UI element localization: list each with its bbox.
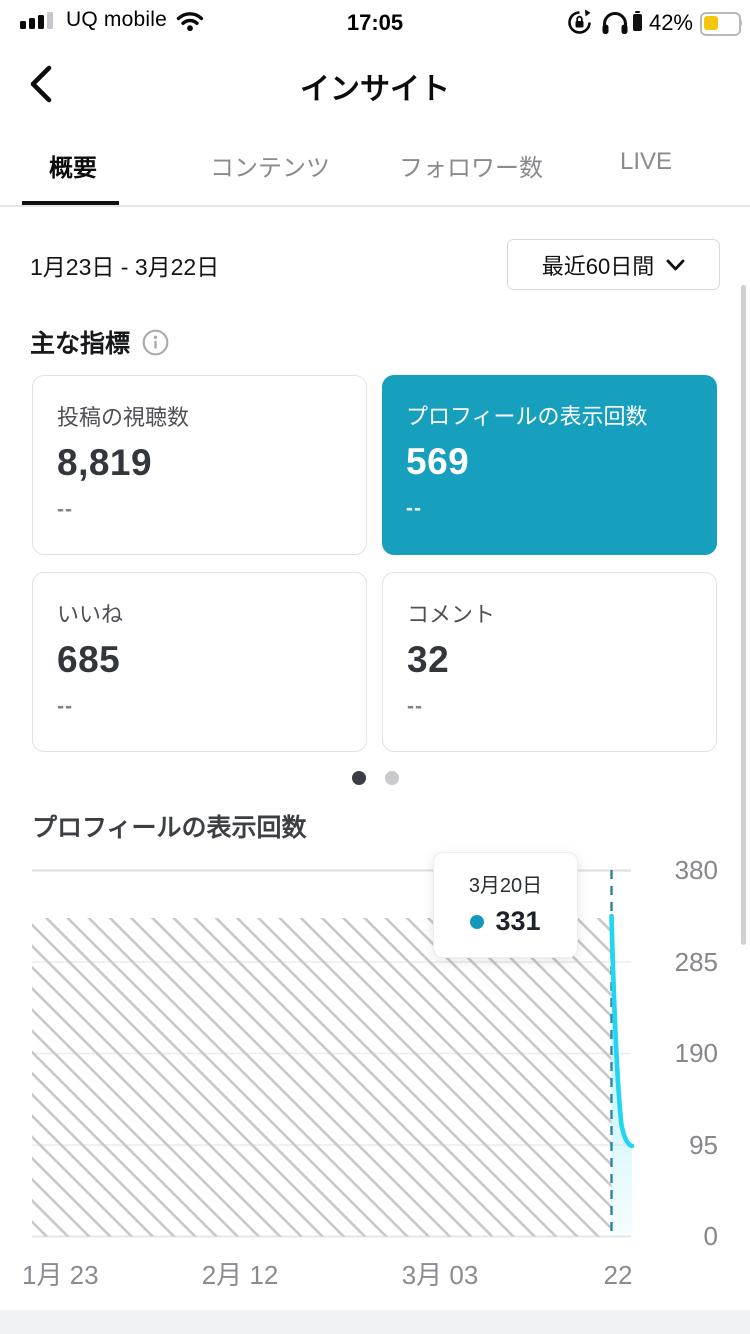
profile-views-chart[interactable]: 380 285 190 95 0 1月 23 2月 12 3月 03 22 (0, 855, 750, 1295)
status-bar: UQ mobile 17:05 42% (0, 0, 750, 44)
metric-label: コメント (407, 602, 496, 627)
metric-delta: -- (57, 695, 73, 718)
tooltip-date: 3月20日 (468, 875, 543, 897)
back-button[interactable] (28, 64, 58, 104)
metric-label: プロフィールの表示回数 (406, 404, 648, 429)
chevron-left-icon (30, 65, 52, 103)
next-section-edge (0, 1310, 750, 1334)
series-area-fill (611, 916, 632, 1236)
carousel-pagination (0, 771, 750, 785)
y-tick-label: 380 (675, 855, 718, 885)
nav-bar: インサイト (0, 50, 750, 116)
x-tick-label: 2月 12 (202, 1260, 279, 1290)
pagination-dot-inactive[interactable] (384, 771, 399, 785)
date-range-selector-label: 最近60日間 (541, 253, 655, 279)
metric-card-likes[interactable]: いいね 685 -- (32, 572, 367, 752)
info-icon[interactable] (142, 329, 169, 356)
tab-bar: 概要 コンテンツ フォロワー数 LIVE (0, 138, 750, 208)
metric-card-post-views[interactable]: 投稿の視聴数 8,819 -- (32, 375, 367, 555)
y-tick-label: 285 (675, 947, 718, 977)
y-tick-label: 190 (675, 1038, 718, 1068)
metric-delta: -- (407, 695, 423, 718)
metric-value: 32 (407, 639, 450, 680)
series-dot-icon (470, 914, 485, 929)
metric-value: 8,819 (57, 442, 153, 483)
metric-card-profile-views[interactable]: プロフィールの表示回数 569 -- (382, 375, 717, 555)
scrollbar[interactable] (741, 285, 746, 945)
carrier-label: UQ mobile (66, 8, 167, 31)
chart-tooltip: 3月20日 331 (433, 852, 578, 958)
signal-icon (20, 12, 53, 29)
x-tick-label: 3月 03 (402, 1260, 479, 1290)
metric-delta: -- (406, 497, 422, 520)
key-metrics-header: 主な指標 (30, 324, 169, 360)
x-tick-label: 22 (604, 1260, 633, 1290)
metric-value: 685 (57, 639, 121, 680)
tab-overview[interactable]: 概要 (49, 155, 97, 182)
clock: 17:05 (346, 10, 404, 35)
chevron-down-icon (666, 259, 685, 270)
chart-title: プロフィールの表示回数 (32, 814, 307, 842)
date-range-label: 1月23日 - 3月22日 (30, 254, 220, 280)
headphones-battery-icon (632, 11, 642, 31)
wifi-icon (176, 11, 204, 31)
series-line (609, 913, 635, 1149)
page-title: インサイト (300, 73, 450, 106)
metric-card-comments[interactable]: コメント 32 -- (382, 572, 717, 752)
date-range-selector[interactable]: 最近60日間 (507, 239, 720, 290)
pagination-dot-active[interactable] (351, 771, 366, 785)
y-tick-label: 0 (704, 1221, 718, 1251)
rotation-lock-icon (568, 9, 591, 34)
key-metrics-title: 主な指標 (30, 330, 131, 358)
y-tick-label: 95 (689, 1130, 718, 1160)
battery-percent-label: 42% (648, 9, 693, 35)
tab-content[interactable]: コンテンツ (210, 155, 330, 182)
metric-label: 投稿の視聴数 (57, 405, 190, 430)
metric-value: 569 (406, 441, 470, 482)
active-tab-underline (22, 201, 119, 205)
headphones-icon (602, 11, 628, 34)
metric-delta: -- (57, 498, 73, 521)
no-data-hatch-region (32, 918, 612, 1237)
battery-icon (700, 11, 742, 36)
metric-label: いいね (57, 602, 124, 627)
tab-live[interactable]: LIVE (619, 148, 673, 175)
tab-followers[interactable]: フォロワー数 (399, 155, 543, 182)
tooltip-value: 331 (495, 906, 541, 936)
x-tick-label: 1月 23 (22, 1260, 99, 1290)
divider (0, 205, 750, 207)
